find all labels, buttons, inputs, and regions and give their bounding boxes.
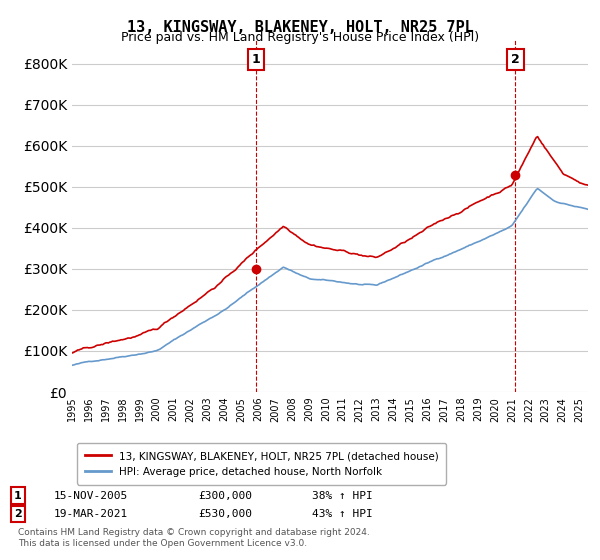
Text: Contains HM Land Registry data © Crown copyright and database right 2024.
This d: Contains HM Land Registry data © Crown c… bbox=[18, 528, 370, 548]
Text: 2: 2 bbox=[511, 53, 520, 66]
Text: £530,000: £530,000 bbox=[198, 509, 252, 519]
Legend: 13, KINGSWAY, BLAKENEY, HOLT, NR25 7PL (detached house), HPI: Average price, det: 13, KINGSWAY, BLAKENEY, HOLT, NR25 7PL (… bbox=[77, 443, 446, 484]
Text: 2: 2 bbox=[14, 509, 22, 519]
Text: 43% ↑ HPI: 43% ↑ HPI bbox=[312, 509, 373, 519]
Text: £300,000: £300,000 bbox=[198, 491, 252, 501]
Text: 19-MAR-2021: 19-MAR-2021 bbox=[54, 509, 128, 519]
Text: 1: 1 bbox=[251, 53, 260, 66]
Text: 13, KINGSWAY, BLAKENEY, HOLT, NR25 7PL: 13, KINGSWAY, BLAKENEY, HOLT, NR25 7PL bbox=[127, 20, 473, 35]
Text: 15-NOV-2005: 15-NOV-2005 bbox=[54, 491, 128, 501]
Text: 38% ↑ HPI: 38% ↑ HPI bbox=[312, 491, 373, 501]
Text: 1: 1 bbox=[14, 491, 22, 501]
Text: Price paid vs. HM Land Registry's House Price Index (HPI): Price paid vs. HM Land Registry's House … bbox=[121, 31, 479, 44]
